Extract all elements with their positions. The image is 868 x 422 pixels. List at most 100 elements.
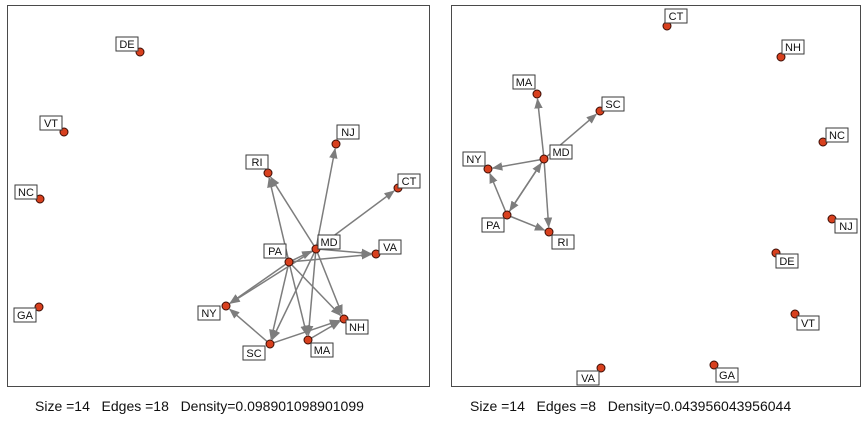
node-ct: CT [662,8,688,31]
size-label: Size =14 [35,398,90,414]
edge-md-nj [315,147,338,246]
node-label: PA [486,220,501,232]
node-label: VA [581,373,596,385]
node-label: SC [605,99,620,111]
node-marker [532,89,542,99]
node-label-box [345,319,369,335]
node-label-box [825,127,849,143]
node-nc: NC [818,127,849,147]
node-sc: SC [242,339,275,361]
node-label-box [310,342,334,358]
network-panel-left: DE VT NC GA NJ RI CT MD PA VA NY NH SC MA [7,5,430,387]
node-label: NJ [839,221,852,233]
node-label: MA [314,345,331,357]
node-vt: VT [790,309,820,331]
node-ct: CT [393,173,421,193]
size-label: Size =14 [470,398,525,414]
node-marker [596,363,606,373]
node-label: PA [268,246,283,258]
node-sc: SC [595,96,625,116]
node-label-box [664,8,688,24]
node-vt: VT [39,115,69,137]
node-nj: NJ [827,214,858,234]
node-marker [483,164,493,174]
node-label: VA [383,242,398,254]
edge-md-nh [316,252,343,316]
node-label: CT [669,11,684,23]
network-graph-left: DE VT NC GA NJ RI CT MD PA VA NY NH SC MA [7,5,430,387]
edge-pa-md [292,250,313,261]
node-label-box [551,234,575,250]
edge-pa-sc [269,265,289,341]
node-label: NY [466,154,482,166]
network-graph-right: CT NH MA SC NC MD NY NJ PA RI DE VT GA VA [451,5,861,387]
node-nj: NJ [331,124,360,149]
node-ny: NY [197,301,231,321]
node-ny: NY [462,151,493,174]
node-label: DE [119,39,134,51]
node-va: VA [371,239,402,259]
node-marker [284,257,294,267]
node-label-box [115,36,139,52]
node-label: NY [201,308,217,320]
node-label: NJ [341,127,354,139]
density-label: Density=0.098901098901099 [180,398,364,414]
density-label: Density=0.043956043956044 [607,398,792,414]
node-marker [265,339,275,349]
node-label: MD [552,147,569,159]
node-label: GA [17,310,34,322]
edge-pa-ma [289,265,309,337]
node-nh: NH [339,314,369,335]
node-ri: RI [544,227,575,250]
node-label-box [576,370,600,386]
node-marker [221,301,231,311]
node-label-box [242,345,266,361]
node-marker [544,227,554,237]
node-pa: PA [263,243,294,267]
node-label: CT [402,176,417,188]
edge-pa-ny [489,172,507,212]
node-md: MD [311,234,341,254]
node-label-box [317,234,341,250]
node-marker [303,335,313,345]
node-de: DE [115,36,145,57]
node-label: NC [829,130,845,142]
node-label-box [197,305,221,321]
edge-md-sc [271,252,315,341]
node-ma: MA [512,74,542,99]
node-label-box [378,239,402,255]
network-panel-right: CT NH MA SC NC MD NY NJ PA RI DE VT GA VA [451,5,861,387]
node-nh: NH [776,39,805,62]
node-label: VT [801,318,815,330]
node-label-box [549,144,573,160]
node-nc: NC [14,184,45,204]
node-label-box [481,217,505,233]
edge-pa-nh [291,264,342,317]
edge-md-ny [229,250,314,304]
node-label-box [263,243,287,259]
node-ga: GA [709,360,739,383]
node-marker [709,360,719,370]
node-marker [331,139,341,149]
node-de: DE [771,248,799,269]
edge-md-ma [305,252,317,337]
node-label-box [512,74,536,90]
node-label-box [775,253,799,269]
node-marker [263,168,273,178]
node-label-box [245,154,269,170]
edges-label: Edges =18 [101,398,169,414]
node-label: NH [349,322,365,334]
node-label-box [336,124,360,140]
node-label: VT [44,118,58,130]
node-pa: PA [481,210,512,233]
node-ma: MA [303,335,334,358]
node-label-box [13,307,37,323]
edge-pa-ny [229,263,287,304]
edge-pa-ri [510,215,546,231]
node-label-box [397,173,421,189]
node-marker [34,302,44,312]
node-label-box [462,151,486,167]
node-marker [502,210,512,220]
edge-md-ny [491,158,541,171]
edge-md-ma [534,97,545,156]
